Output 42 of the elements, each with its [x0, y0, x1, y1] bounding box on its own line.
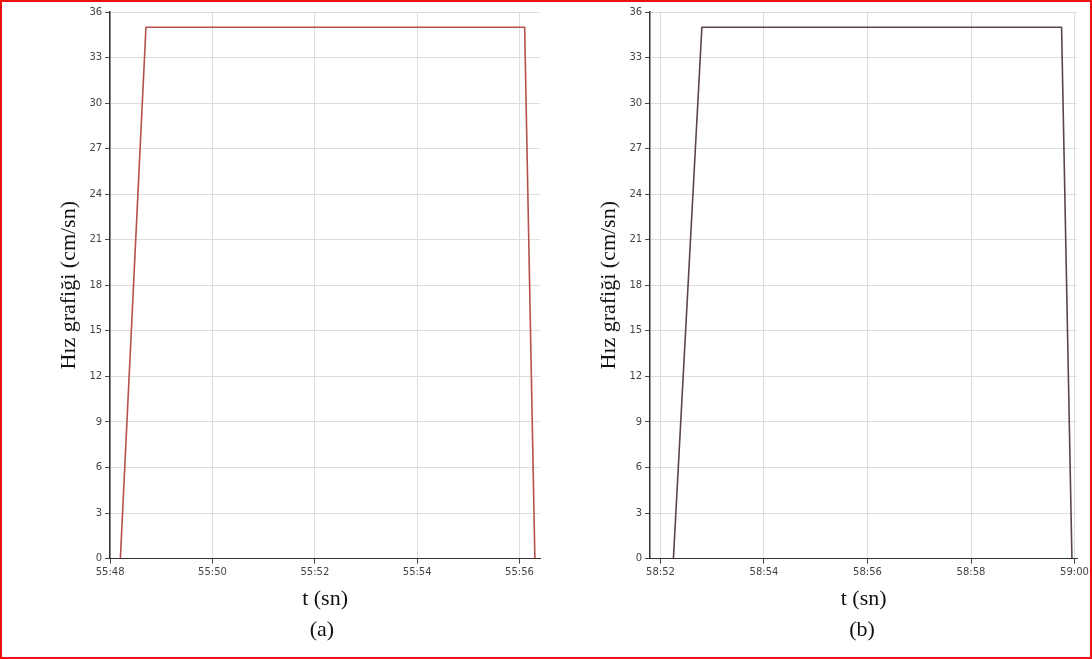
- x-tick-label: 55:56: [505, 566, 534, 578]
- x-tick-label: 58:56: [853, 566, 882, 578]
- x-tick-label: 58:58: [956, 566, 986, 578]
- y-tick-label: 36: [89, 5, 103, 17]
- y-tick-label: 9: [95, 415, 103, 427]
- y-tick-label: 21: [89, 233, 103, 245]
- x-axis-title: t (sn): [840, 584, 887, 610]
- x-tick-label: 55:52: [300, 566, 330, 578]
- x-tick-label: 55:50: [198, 566, 227, 578]
- y-tick-label: 18: [629, 278, 643, 290]
- y-tick-label: 6: [95, 461, 103, 473]
- x-axis-title: t (sn): [302, 584, 348, 610]
- y-tick-label: 24: [89, 187, 103, 199]
- text: (a): [308, 616, 336, 642]
- y-tick-label: 9: [635, 415, 643, 427]
- x-tick-label: 58:54: [749, 566, 779, 578]
- y-tick-label: 0: [635, 552, 643, 564]
- y-axis-title: Hız grafiği (cm/sn): [54, 201, 80, 370]
- y-tick-label: 0: [95, 552, 103, 564]
- y-tick-label: 6: [635, 461, 643, 473]
- y-tick-label: 21: [629, 233, 643, 245]
- y-tick-label: 18: [89, 278, 103, 290]
- y-tick-label: 33: [629, 51, 643, 63]
- y-tick-label: 30: [89, 96, 103, 108]
- y-tick-label: 24: [629, 187, 643, 199]
- y-tick-label: 3: [95, 506, 103, 518]
- x-tick-label: 59:00: [1060, 566, 1089, 578]
- y-tick-label: 15: [629, 324, 643, 336]
- y-tick-label: 12: [89, 369, 103, 381]
- x-tick-label: 55:48: [95, 566, 125, 578]
- y-tick-label: 3: [635, 506, 643, 518]
- y-tick-label: 30: [629, 96, 643, 108]
- y-tick-label: 27: [89, 142, 103, 154]
- y-tick-label: 12: [629, 369, 643, 381]
- x-tick-label: 55:54: [402, 566, 432, 578]
- y-tick-label: 15: [89, 324, 103, 336]
- y-tick-label: 36: [629, 5, 643, 17]
- text: (b): [848, 616, 876, 642]
- y-axis-title: Hız grafiği (cm/sn): [594, 201, 620, 370]
- y-tick-label: 27: [629, 142, 643, 154]
- x-tick-label: 58:52: [646, 566, 675, 578]
- y-tick-label: 33: [89, 51, 103, 63]
